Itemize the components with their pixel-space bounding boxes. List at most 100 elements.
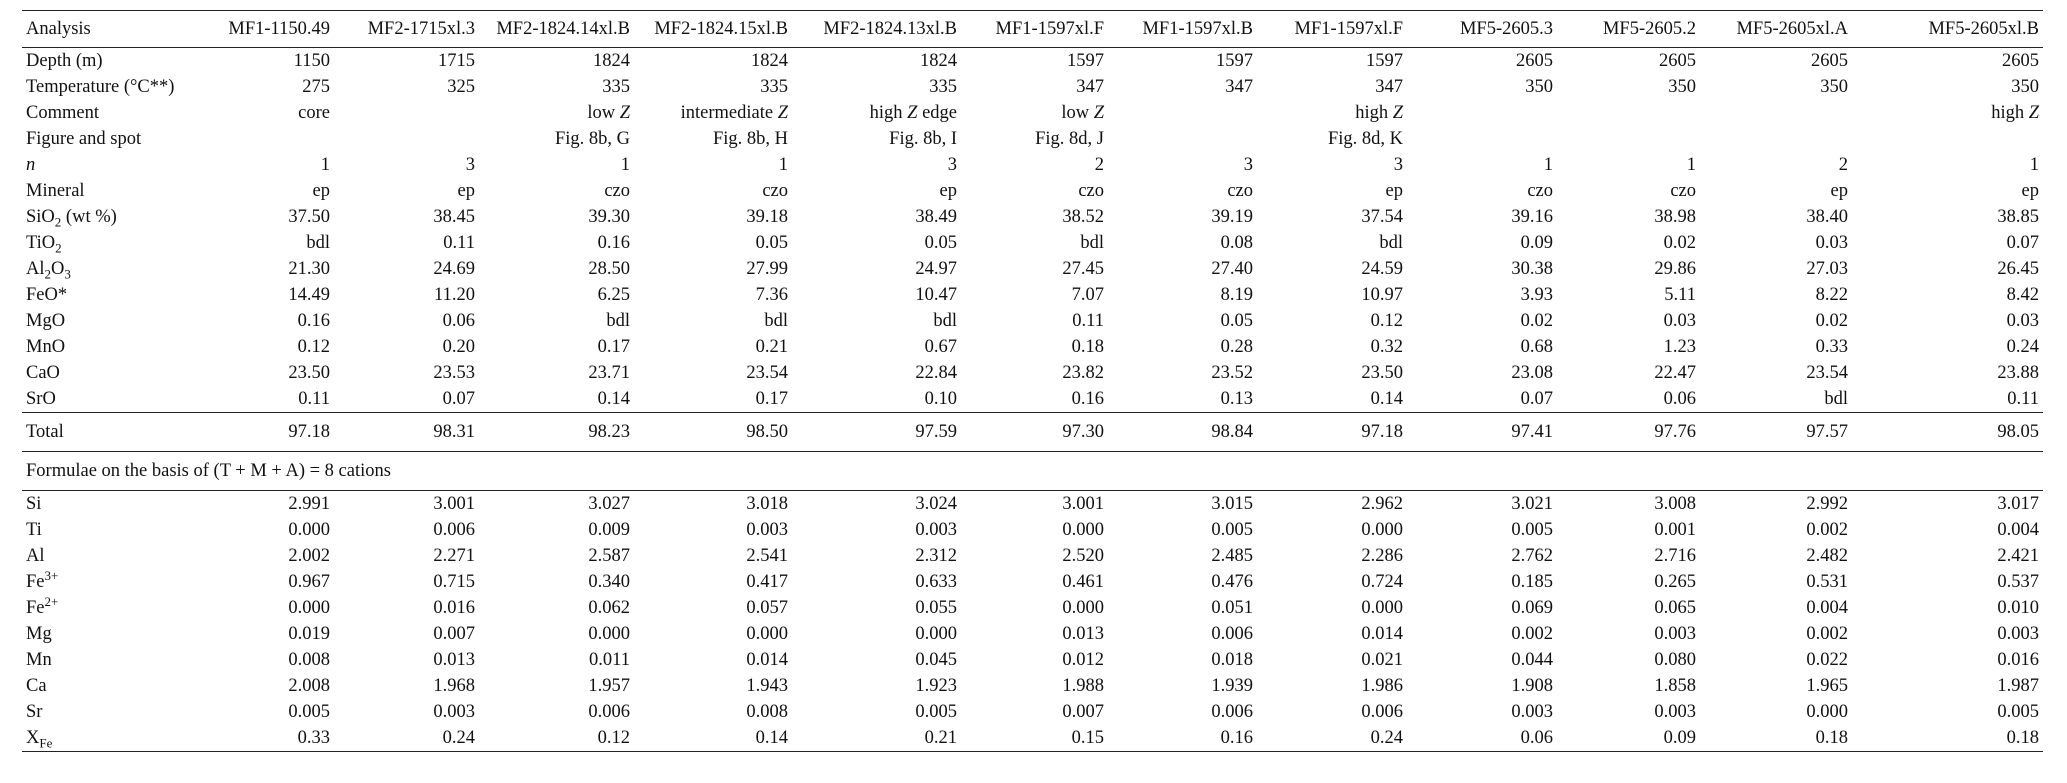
table-cell: 0.16	[297, 311, 330, 331]
table-cell: 0.724	[1361, 572, 1403, 592]
table-cell: 0.14	[597, 389, 630, 409]
table-cell: 38.49	[915, 207, 957, 227]
table-cell: 2.421	[1997, 546, 2039, 566]
table-cell: 0.05	[1220, 311, 1253, 331]
row-label: Al2O3	[26, 259, 71, 282]
table-cell: 3.018	[746, 494, 788, 514]
table-cell: 1.987	[1997, 676, 2039, 696]
table-cell: 3.008	[1654, 494, 1696, 514]
row-label: Si	[26, 494, 42, 514]
table-cell: 1	[2029, 155, 2039, 175]
table-cell: Fig. 8d, J	[1035, 129, 1104, 149]
column-header: MF5-2605.2	[1557, 10, 1700, 48]
table-cell: 0.005	[1997, 702, 2039, 722]
table-cell: 0.004	[1806, 598, 1848, 618]
table-cell: bdl	[606, 311, 630, 331]
table-cell: 23.71	[588, 363, 630, 383]
table-cell: 0.069	[1511, 598, 1553, 618]
table-cell: 27.45	[1062, 259, 1104, 279]
table-cell: 0.340	[588, 572, 630, 592]
table-cell: 2.587	[588, 546, 630, 566]
table-cell: 29.86	[1654, 259, 1696, 279]
table-row: Al 2.002 2.271 2.587 2.541 2.312 2.520 2.485 2.2…	[22, 543, 2043, 569]
table-cell: 0.005	[915, 702, 957, 722]
header-row: Analysis MF1-1150.49 MF2-1715xl.3 MF2-1824…	[22, 10, 2043, 48]
table-cell: 0.003	[1511, 702, 1553, 722]
table-cell: 0.185	[1511, 572, 1553, 592]
table-cell: 335	[602, 77, 630, 97]
table-cell: 1597	[1366, 51, 1403, 71]
table-cell: 0.02	[1520, 311, 1553, 331]
table-cell: 8.19	[1220, 285, 1253, 305]
table-cell: core	[298, 103, 330, 123]
table-cell: 0.007	[1062, 702, 1104, 722]
table-cell: 0.010	[1997, 598, 2039, 618]
table-row: SiO2 (wt %) 37.50 38.45 39.30 39.18 38.49 38.5…	[22, 204, 2043, 230]
table-cell: 0.000	[588, 624, 630, 644]
table-cell	[1557, 126, 1700, 152]
table-cell: 26.45	[1997, 259, 2039, 279]
table-cell: 0.07	[442, 389, 475, 409]
table-cell: 1.988	[1062, 676, 1104, 696]
table-cell: 24.69	[433, 259, 475, 279]
table-cell: 0.003	[915, 520, 957, 540]
table-cell: 0.20	[442, 337, 475, 357]
table-cell: 347	[1375, 77, 1403, 97]
table-cell: 7.36	[755, 285, 788, 305]
table-cell: bdl	[1080, 233, 1104, 253]
table-cell: 39.30	[588, 207, 630, 227]
table-cell: 3.027	[588, 494, 630, 514]
table-cell: 3	[1243, 155, 1253, 175]
table-cell: 0.06	[442, 311, 475, 331]
table-cell: 0.005	[288, 702, 330, 722]
table-cell: 22.84	[915, 363, 957, 383]
table-row: Fe2+ 0.000 0.016 0.062 0.057 0.055 0.000 0.051 0…	[22, 595, 2043, 621]
table-cell: 0.016	[433, 598, 475, 618]
table-cell: 0.05	[924, 233, 957, 253]
table-cell: 0.001	[1654, 520, 1696, 540]
table-cell: 1	[620, 155, 630, 175]
table-cell: 3	[947, 155, 957, 175]
table-cell	[334, 126, 479, 152]
table-cell: 335	[929, 77, 957, 97]
table-row: Temperature (°C**) 275 325 335 335 335 347 347 3…	[22, 74, 2043, 100]
row-label: Mn	[26, 650, 52, 670]
table-cell: 3.015	[1211, 494, 1253, 514]
table-cell: 0.03	[2006, 311, 2039, 331]
table-cell: 2.002	[288, 546, 330, 566]
row-label: Total	[22, 412, 188, 452]
table-cell	[1407, 100, 1557, 126]
table-cell: 0.000	[746, 624, 788, 644]
table-cell: 0.10	[924, 389, 957, 409]
table-cell: low Z	[1061, 103, 1104, 123]
table-cell: 275	[302, 77, 330, 97]
row-label: Mg	[26, 624, 52, 644]
table-cell: 24.59	[1361, 259, 1403, 279]
table-row: Mg 0.019 0.007 0.000 0.000 0.000 0.013 0.006 0.0…	[22, 621, 2043, 647]
table-row: Mn 0.008 0.013 0.011 0.014 0.045 0.012 0.018 0.0…	[22, 647, 2043, 673]
table-cell: 0.21	[755, 337, 788, 357]
table-cell: 98.31	[334, 412, 479, 452]
table-cell: 0.33	[1815, 337, 1848, 357]
table-row: Ca 2.008 1.968 1.957 1.943 1.923 1.988 1.939 1.9…	[22, 673, 2043, 699]
row-label: Fe2+	[26, 593, 59, 618]
table-cell: 1.908	[1511, 676, 1553, 696]
table-cell: 23.52	[1211, 363, 1253, 383]
table-cell: 0.000	[1062, 598, 1104, 618]
table-cell: 0.18	[1700, 725, 1852, 752]
row-label: Temperature (°C**)	[26, 77, 175, 97]
header-label: Analysis	[22, 10, 188, 48]
table-cell: 0.06	[1407, 725, 1557, 752]
table-row: SrO 0.11 0.07 0.14 0.17 0.10 0.16 0.13 0.14 0.07 0…	[22, 386, 2043, 413]
table-cell: 0.062	[588, 598, 630, 618]
table-cell: 1.968	[433, 676, 475, 696]
table-cell: 0.008	[288, 650, 330, 670]
table-cell: 0.17	[597, 337, 630, 357]
table-cell: 10.97	[1361, 285, 1403, 305]
table-cell: 3	[465, 155, 475, 175]
table-cell: 2605	[1659, 51, 1696, 71]
table-cell	[188, 126, 334, 152]
table-cell: 23.88	[1997, 363, 2039, 383]
row-label: Depth (m)	[26, 51, 103, 71]
table-cell: 2.271	[433, 546, 475, 566]
